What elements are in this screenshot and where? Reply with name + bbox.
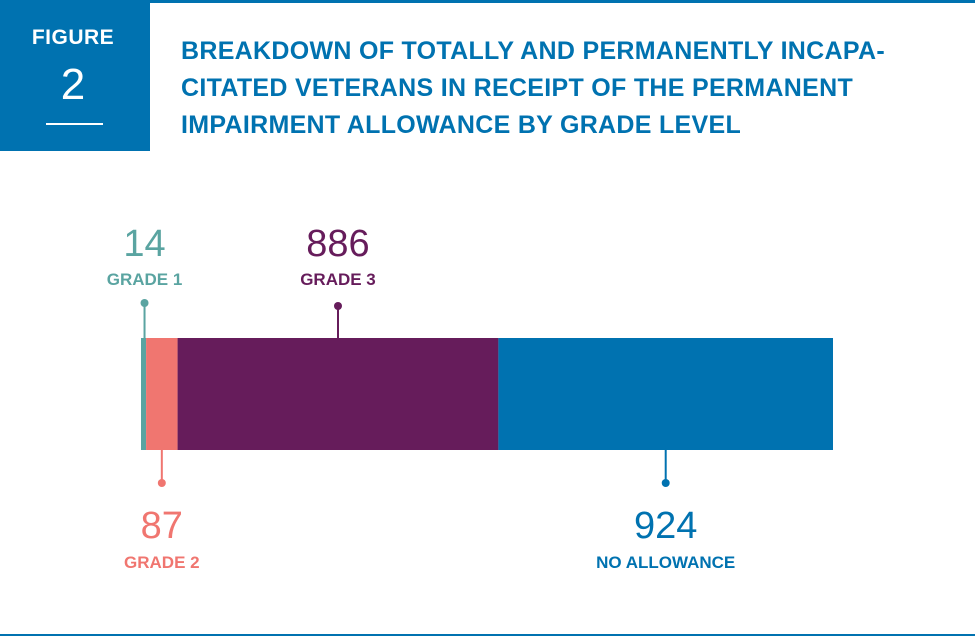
category-label-grade-3: GRADE 3 (300, 270, 376, 289)
title-line-1: BREAKDOWN OF TOTALLY AND PERMANENTLY INC… (181, 37, 885, 65)
category-label-grade-2: GRADE 2 (124, 553, 200, 572)
bar-segment-grade-2 (146, 338, 178, 450)
category-label-no-allowance: NO ALLOWANCE (596, 553, 735, 572)
value-label-grade-2: 87 (141, 505, 183, 547)
title-line-3: IMPAIRMENT ALLOWANCE BY GRADE LEVEL (181, 111, 742, 139)
category-label-grade-1: GRADE 1 (107, 270, 183, 289)
bar-segment-no-allowance (498, 338, 833, 450)
figure-badge: FIGURE 2 (0, 0, 150, 151)
bar-segment-grade-3 (177, 338, 499, 450)
figure-label: FIGURE (31, 26, 115, 49)
title-line-2: CITATED VETERANS IN RECEIPT OF THE PERMA… (181, 74, 854, 102)
figure-number: 2 (60, 60, 86, 109)
leader-dot-grade-1 (140, 299, 149, 307)
value-label-no-allowance: 924 (634, 505, 697, 547)
bottom-border (0, 634, 975, 636)
leader-dot-no-allowance (661, 479, 670, 487)
value-label-grade-1: 14 (123, 223, 165, 265)
chart-title: BREAKDOWN OF TOTALLY AND PERMANENTLY INC… (181, 33, 961, 144)
top-border (0, 0, 975, 3)
leader-dot-grade-3 (333, 302, 342, 310)
figure-rule (46, 123, 103, 125)
leader-dot-grade-2 (157, 479, 166, 487)
bar-segment-grade-1 (141, 338, 147, 450)
value-label-grade-3: 886 (306, 223, 369, 265)
